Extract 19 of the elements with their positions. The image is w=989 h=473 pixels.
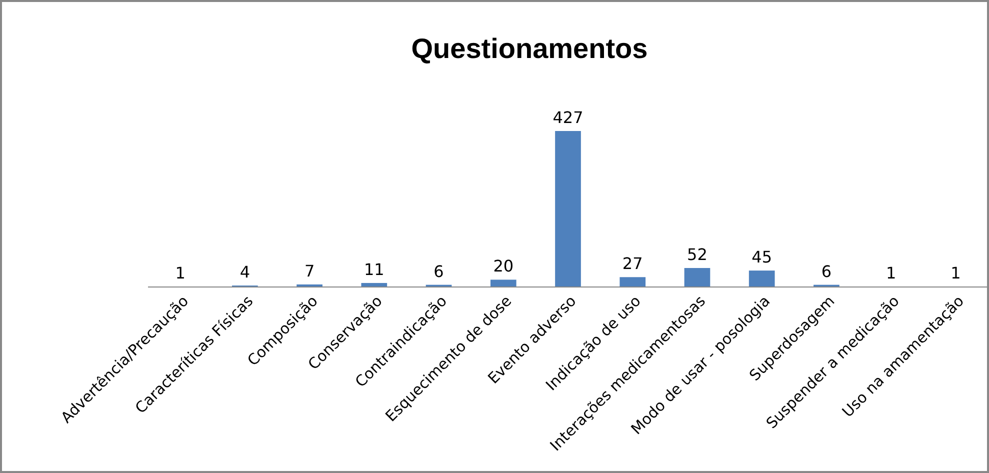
- data-label: 27: [622, 254, 643, 274]
- data-label: 1: [950, 264, 961, 283]
- data-label: 52: [687, 245, 708, 264]
- bar: [748, 270, 775, 287]
- bar: [555, 131, 581, 287]
- bar: [490, 280, 516, 287]
- data-label: 1: [886, 264, 896, 283]
- data-label: 6: [821, 262, 832, 281]
- chart-title: Questionamentos: [411, 33, 648, 64]
- bar: [684, 268, 710, 287]
- data-label: 7: [304, 261, 315, 280]
- data-label: 427: [552, 108, 584, 127]
- bar: [620, 277, 646, 287]
- data-label: 20: [493, 256, 514, 276]
- data-label: 45: [752, 248, 772, 267]
- data-label: 4: [240, 262, 250, 282]
- data-label: 6: [434, 262, 444, 281]
- data-label: 1: [175, 264, 186, 283]
- data-label: 11: [364, 260, 384, 279]
